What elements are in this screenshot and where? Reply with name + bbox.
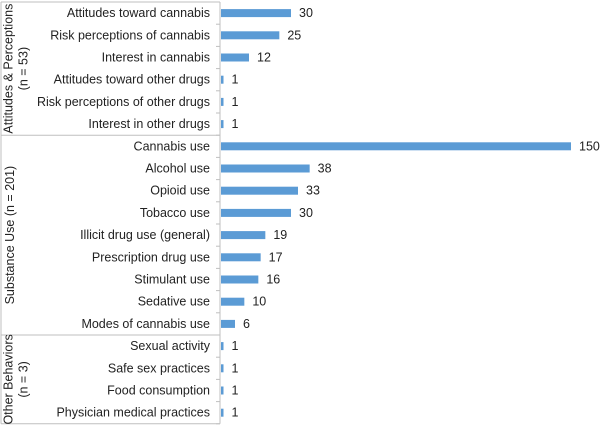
category-label: Modes of cannabis use <box>81 317 210 331</box>
value-label: 19 <box>273 228 287 242</box>
value-label: 1 <box>232 95 239 109</box>
group-label: Substance Use (n = 201) <box>3 166 17 305</box>
value-label: 12 <box>257 51 271 65</box>
value-label: 16 <box>266 273 280 287</box>
category-label: Sexual activity <box>130 339 211 353</box>
bar <box>221 408 224 417</box>
bar <box>221 97 224 106</box>
bar <box>221 53 249 62</box>
bar <box>221 231 266 240</box>
category-label: Sedative use <box>138 295 210 309</box>
group-label: Attitudes & Perceptions <box>2 4 16 134</box>
value-label: 30 <box>299 6 313 20</box>
bar <box>221 364 224 373</box>
category-label: Attitudes toward other drugs <box>54 73 210 87</box>
category-label: Safe sex practices <box>108 361 210 375</box>
value-label: 17 <box>269 250 283 264</box>
value-label: 30 <box>299 206 313 220</box>
bar <box>221 275 259 284</box>
category-label: Opioid use <box>150 184 210 198</box>
group-label: (n = 3) <box>17 361 31 397</box>
value-label: 1 <box>232 339 239 353</box>
bar <box>221 31 280 40</box>
group-label: Other Behaviors <box>2 334 16 424</box>
bar <box>221 186 298 195</box>
value-label: 25 <box>287 28 301 42</box>
value-label: 150 <box>579 139 600 153</box>
value-label: 1 <box>232 384 239 398</box>
category-label: Risk perceptions of other drugs <box>37 95 210 109</box>
group-label: (n = 53) <box>17 47 31 90</box>
category-label: Food consumption <box>107 384 210 398</box>
category-label: Illicit drug use (general) <box>80 228 210 242</box>
bar <box>221 208 291 217</box>
value-label: 10 <box>252 295 266 309</box>
category-label: Interest in other drugs <box>88 117 210 131</box>
value-label: 1 <box>232 73 239 87</box>
bar <box>221 386 224 395</box>
bar <box>221 319 235 328</box>
category-label: Prescription drug use <box>92 250 210 264</box>
category-label: Stimulant use <box>134 273 210 287</box>
category-label: Risk perceptions of cannabis <box>50 28 210 42</box>
bar <box>221 120 224 129</box>
value-label: 6 <box>243 317 250 331</box>
category-label: Alcohol use <box>145 162 210 176</box>
category-label: Interest in cannabis <box>102 51 210 65</box>
category-label: Tobacco use <box>140 206 210 220</box>
value-label: 1 <box>232 361 239 375</box>
value-label: 33 <box>306 184 320 198</box>
bar <box>221 164 310 173</box>
category-label: Cannabis use <box>134 139 210 153</box>
category-label: Physician medical practices <box>56 406 210 420</box>
category-label: Attitudes toward cannabis <box>67 6 210 20</box>
bar <box>221 142 571 151</box>
bar <box>221 75 224 84</box>
value-label: 38 <box>318 162 332 176</box>
bar <box>221 342 224 351</box>
value-label: 1 <box>232 117 239 131</box>
value-label: 1 <box>232 406 239 420</box>
bar <box>221 297 245 306</box>
bar <box>221 9 291 18</box>
bar <box>221 253 261 262</box>
